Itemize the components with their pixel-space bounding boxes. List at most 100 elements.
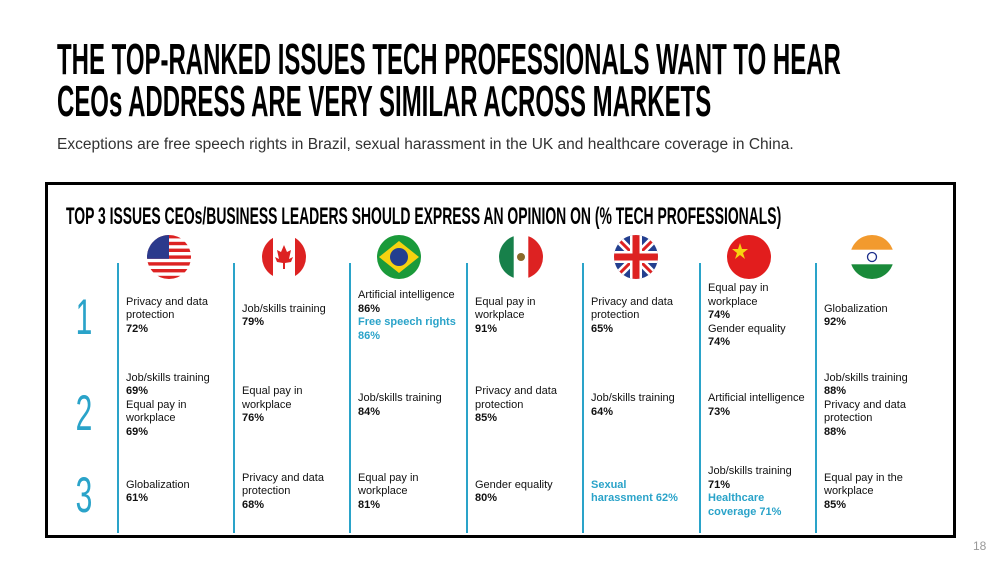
issue-percent: 65% bbox=[591, 322, 614, 335]
table-cell: Globalization 61% bbox=[126, 462, 226, 522]
issue-entry: Privacy and data protection 72% bbox=[126, 296, 226, 337]
issue-percent: 88% bbox=[824, 425, 847, 438]
issue-entry: Job/skills training 69% bbox=[126, 372, 226, 399]
issue-entry: Equal pay in workplace 91% bbox=[475, 296, 575, 337]
issue-percent: 79% bbox=[242, 316, 265, 328]
table-cell: Equal pay in workplace 74% Gender equality… bbox=[708, 282, 808, 350]
table-cell: Job/skills training 64% bbox=[591, 365, 691, 446]
issue-percent: 76% bbox=[242, 412, 265, 425]
issue-entry: Privacy and data protection 88% bbox=[824, 399, 924, 440]
table-cell: Privacy and data protection 72% bbox=[126, 282, 226, 350]
issue-percent: 72% bbox=[126, 322, 149, 335]
rank-number: 1 bbox=[75, 289, 93, 345]
issue-percent: 84% bbox=[358, 405, 381, 418]
highlight-entry: Healthcare coverage 71% bbox=[708, 492, 808, 519]
issue-percent: 71% bbox=[708, 478, 731, 491]
issue-label: Artificial intelligence bbox=[358, 289, 455, 301]
table-cell: Job/skills training 79% bbox=[242, 282, 342, 350]
issue-label: Equal pay in workplace bbox=[126, 398, 187, 425]
issue-percent: 92% bbox=[824, 316, 847, 328]
issue-label: Globalization bbox=[126, 478, 190, 491]
issue-percent: 74% bbox=[708, 336, 731, 349]
table-cell: Artificial intelligence 73% bbox=[708, 365, 808, 446]
issue-percent: 74% bbox=[708, 309, 731, 322]
issue-percent: 68% bbox=[242, 498, 265, 511]
table-cell: Privacy and data protection 65% bbox=[591, 282, 691, 350]
issue-percent: 73% bbox=[708, 405, 731, 418]
issue-label: Privacy and data protection bbox=[475, 385, 557, 411]
flag-mexico bbox=[499, 235, 543, 279]
issue-label: Equal pay in workplace bbox=[708, 282, 769, 308]
issue-entry: Privacy and data protection 85% bbox=[475, 385, 575, 426]
column-divider bbox=[349, 263, 351, 533]
issue-percent: 64% bbox=[591, 405, 614, 418]
issue-label: Globalization bbox=[824, 302, 888, 315]
flag-uk bbox=[614, 235, 658, 279]
issue-entry: Globalization 92% bbox=[824, 303, 924, 330]
issue-percent: 86% bbox=[358, 302, 381, 315]
issue-label: Healthcare coverage bbox=[708, 492, 765, 518]
issue-entry: Equal pay in the workplace 85% bbox=[824, 472, 924, 513]
issue-entry: Artificial intelligence 73% bbox=[708, 392, 808, 419]
page-number: 18 bbox=[973, 539, 987, 553]
flag-china bbox=[727, 235, 771, 279]
issue-percent: 61% bbox=[126, 492, 149, 504]
issue-percent: 80% bbox=[475, 492, 498, 504]
issue-label: Equal pay in the workplace bbox=[824, 471, 903, 498]
issue-label: Job/skills training bbox=[358, 392, 442, 404]
rank-number: 3 bbox=[75, 467, 93, 523]
table-cell: Gender equality 80% bbox=[475, 462, 575, 522]
title-line: THE TOP-RANKED ISSUES TECH PROFESSIONALS… bbox=[57, 35, 841, 84]
table-frame bbox=[45, 182, 956, 538]
issue-entry: Job/skills training 84% bbox=[358, 392, 458, 419]
flag-usa bbox=[147, 235, 191, 279]
table-cell: Equal pay in workplace 91% bbox=[475, 282, 575, 350]
issue-percent: 69% bbox=[126, 385, 149, 398]
issue-label: Artificial intelligence bbox=[708, 392, 805, 404]
issue-entry: Job/skills training 64% bbox=[591, 392, 691, 419]
issue-label: Gender equality bbox=[708, 322, 786, 335]
table-cell: Job/skills training 88% Privacy and data p… bbox=[824, 365, 924, 446]
issue-entry: Job/skills training 79% bbox=[242, 303, 342, 330]
title-line: CEOs ADDRESS ARE VERY SIMILAR ACROSS MAR… bbox=[57, 77, 712, 126]
issue-percent: 85% bbox=[824, 498, 847, 511]
issue-label: Privacy and data protection bbox=[591, 295, 673, 322]
column-divider bbox=[466, 263, 468, 533]
table-cell: Job/skills training 71% Healthcare coverag… bbox=[708, 462, 808, 522]
issue-label: Job/skills training bbox=[708, 465, 792, 477]
issue-entry: Artificial intelligence 86% bbox=[358, 289, 458, 316]
issue-entry: Job/skills training 71% bbox=[708, 465, 808, 492]
table-cell: Equal pay in the workplace 85% bbox=[824, 462, 924, 522]
column-divider bbox=[582, 263, 584, 533]
issue-label: Job/skills training bbox=[591, 392, 675, 404]
issue-percent: 81% bbox=[358, 498, 381, 511]
column-divider bbox=[233, 263, 235, 533]
issue-percent: 88% bbox=[824, 385, 847, 398]
column-divider bbox=[117, 263, 119, 533]
flag-brazil bbox=[377, 235, 421, 279]
table-cell: Artificial intelligence 86% Free speech ri… bbox=[358, 282, 458, 350]
issue-label: Sexual harassment bbox=[591, 478, 653, 505]
table-cell: Job/skills training 69% Equal pay in workp… bbox=[126, 365, 226, 446]
issue-label: Privacy and data protection bbox=[242, 471, 324, 498]
issue-label: Privacy and data protection bbox=[824, 398, 906, 425]
rank-number: 2 bbox=[75, 385, 93, 441]
issue-percent: 69% bbox=[126, 425, 149, 438]
highlight-entry: Sexual harassment 62% bbox=[591, 479, 691, 506]
flag-canada bbox=[262, 235, 306, 279]
issue-label: Equal pay in workplace bbox=[242, 385, 303, 411]
issue-label: Free speech rights bbox=[358, 316, 456, 328]
issue-label: Equal pay in workplace bbox=[358, 471, 419, 498]
issue-label: Job/skills training bbox=[824, 371, 908, 384]
issue-label: Equal pay in workplace bbox=[475, 295, 536, 322]
table-cell: Sexual harassment 62% bbox=[591, 462, 691, 522]
issue-entry: Equal pay in workplace 81% bbox=[358, 472, 458, 513]
issue-entry: Privacy and data protection 65% bbox=[591, 296, 691, 337]
issue-percent: 91% bbox=[475, 322, 498, 335]
issue-entry: Job/skills training 88% bbox=[824, 372, 924, 399]
issue-percent: 85% bbox=[475, 412, 498, 425]
table-cell: Privacy and data protection 85% bbox=[475, 365, 575, 446]
issue-percent: 71% bbox=[759, 505, 782, 518]
issue-entry: Equal pay in workplace 76% bbox=[242, 385, 342, 426]
